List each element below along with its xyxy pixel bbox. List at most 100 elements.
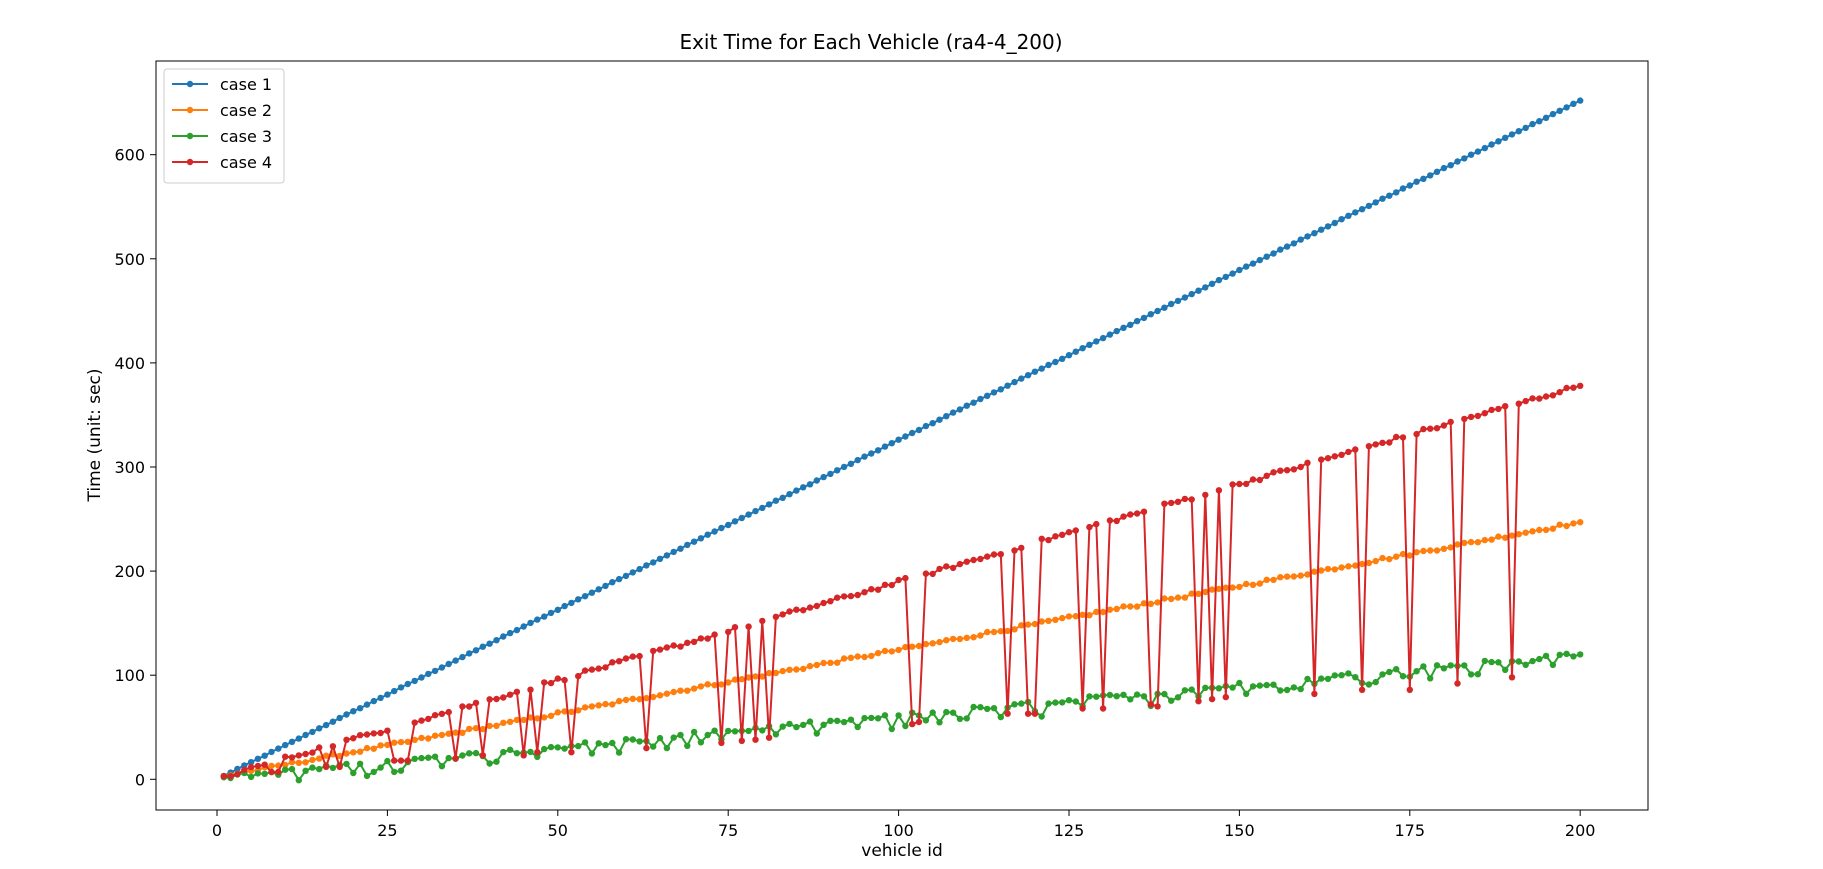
series-3-point xyxy=(1270,681,1277,688)
series-1-point xyxy=(1461,155,1468,162)
series-4-point xyxy=(772,613,780,620)
series-3-point xyxy=(295,777,302,784)
series-4-point xyxy=(561,676,568,684)
series-1-point xyxy=(1045,361,1052,369)
series-2-point xyxy=(1556,521,1563,528)
series-4-point xyxy=(1174,498,1182,505)
series-3-point xyxy=(895,712,902,719)
series-3-point xyxy=(1277,687,1284,694)
series-2-point xyxy=(1270,576,1277,584)
series-4-point xyxy=(459,703,466,710)
series-3-point xyxy=(779,723,786,730)
series-2-point xyxy=(425,735,432,742)
series-4-point xyxy=(888,581,895,589)
series-2-point xyxy=(288,759,296,766)
series-3-point xyxy=(922,717,930,724)
series-2-point xyxy=(1188,590,1195,597)
series-4-point xyxy=(1024,710,1032,717)
series-3-point xyxy=(1256,682,1264,689)
series-1-point xyxy=(1549,110,1557,118)
series-4-point xyxy=(1338,451,1345,458)
series-4-point xyxy=(1202,491,1209,499)
series-2-point xyxy=(575,707,582,714)
series-4-point xyxy=(684,639,691,646)
series-3-point xyxy=(1045,700,1052,707)
series-2-point xyxy=(1004,627,1011,635)
series-1-point xyxy=(1106,331,1114,338)
series-1-point xyxy=(452,657,459,664)
x-tick-label: 200 xyxy=(1565,821,1596,840)
series-2-point xyxy=(895,646,902,654)
series-2-point xyxy=(1427,547,1434,554)
series-3-point xyxy=(588,750,596,757)
series-2-point xyxy=(459,729,466,736)
series-1-point xyxy=(316,725,323,732)
series-4-point xyxy=(527,686,534,693)
series-3-point xyxy=(431,753,439,760)
series-1-point xyxy=(622,572,630,580)
series-4-point xyxy=(1488,406,1495,414)
series-2-point xyxy=(949,635,957,643)
series-3-point xyxy=(956,715,964,723)
legend: case 1 case 2 case 3 case 4 xyxy=(163,68,285,184)
legend-swatch-marker xyxy=(186,158,194,166)
series-4-point xyxy=(929,570,936,578)
series-3-point xyxy=(1168,697,1175,704)
series-4-point xyxy=(329,743,337,750)
series-2-point xyxy=(745,674,752,681)
series-4-point xyxy=(1406,686,1414,693)
series-4-point xyxy=(418,717,425,724)
series-3-point xyxy=(1556,651,1563,658)
legend-box xyxy=(163,68,285,184)
series-3-point xyxy=(1338,672,1345,679)
series-4-point xyxy=(1181,495,1189,503)
series-1-point xyxy=(643,562,650,569)
series-4-point xyxy=(786,608,793,615)
series-2-point xyxy=(1045,617,1052,624)
series-3-point xyxy=(609,739,616,747)
series-4-point xyxy=(895,576,902,584)
x-tick-label: 0 xyxy=(212,821,222,840)
series-4-point xyxy=(977,555,984,563)
series-4-point xyxy=(350,735,357,742)
series-4-point xyxy=(1161,500,1168,507)
series-2-point xyxy=(1570,520,1577,527)
series-2-point xyxy=(861,653,868,661)
series-2-point xyxy=(1549,525,1557,532)
series-4-point xyxy=(840,593,848,600)
series-1-point xyxy=(984,392,991,399)
series-4-point xyxy=(1467,413,1475,421)
series-3-point xyxy=(622,736,630,743)
series-1-point xyxy=(1324,223,1332,230)
series-1-point xyxy=(459,653,466,661)
series-4-point xyxy=(397,757,405,764)
series-2-point xyxy=(922,640,930,648)
series-1-point xyxy=(1161,304,1168,311)
series-4-point xyxy=(1140,508,1148,515)
series-3-point xyxy=(1052,699,1059,706)
series-3-point xyxy=(977,704,984,711)
series-3-point xyxy=(547,743,555,751)
series-layer xyxy=(220,97,1584,784)
series-1-point xyxy=(718,524,725,532)
series-3-point xyxy=(820,721,827,728)
series-4-point xyxy=(1168,499,1175,507)
series-1-point xyxy=(411,677,418,685)
series-2-point xyxy=(643,694,650,702)
series-2-point xyxy=(282,761,289,769)
series-1-point xyxy=(1140,314,1148,322)
series-2-point xyxy=(956,635,964,643)
series-1-point xyxy=(486,640,493,647)
series-3-point xyxy=(329,764,337,772)
series-2-point xyxy=(915,642,923,650)
series-4-point xyxy=(915,718,923,726)
series-2-point xyxy=(404,738,411,745)
series-3-point xyxy=(854,723,861,731)
series-4-point xyxy=(295,752,302,759)
series-4-point xyxy=(738,737,745,744)
series-2-point xyxy=(677,687,684,694)
series-1-point xyxy=(793,487,800,494)
series-1-point xyxy=(541,613,548,620)
series-4-point xyxy=(261,761,268,768)
series-1-point xyxy=(1556,107,1563,115)
